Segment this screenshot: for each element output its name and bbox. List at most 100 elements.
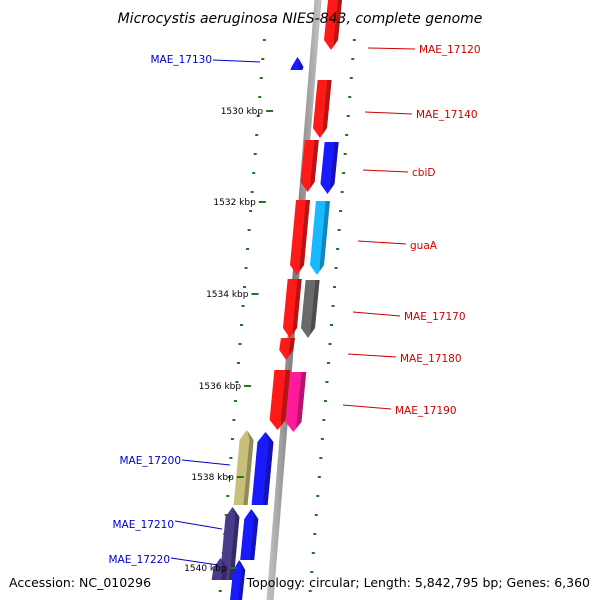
gene-feature[interactable] <box>310 201 330 275</box>
kbp-tick-label: 1536 kbp <box>199 382 242 392</box>
gene-label-leader <box>174 520 223 530</box>
gene-shading <box>330 142 339 190</box>
tick-dot <box>331 305 335 307</box>
tick-dot <box>349 77 353 79</box>
tick-dot <box>241 305 245 307</box>
tick-dot <box>308 590 312 592</box>
gene-shading <box>262 433 274 505</box>
tick-dot <box>342 172 346 174</box>
gene-feature[interactable] <box>279 338 295 360</box>
gene-feature[interactable] <box>240 509 259 560</box>
gene-label[interactable]: MAE_17170 <box>404 311 466 323</box>
kbp-tick-label: 1538 kbp <box>191 473 234 483</box>
tick-dot <box>253 153 257 155</box>
gene-shading <box>310 140 319 188</box>
tick-dot <box>325 381 329 383</box>
tick-dot <box>345 134 349 136</box>
gene-label-leader <box>347 353 397 358</box>
gene-label[interactable]: MAE_17140 <box>416 109 478 121</box>
tick-dot <box>316 495 320 497</box>
tick-dot <box>328 343 332 345</box>
gene-label-leader <box>352 311 401 317</box>
kbp-tick-mark <box>236 476 244 478</box>
tick-dot <box>246 248 250 250</box>
gene-label-leader <box>181 459 231 466</box>
tick-dot <box>249 210 253 212</box>
gene-shading <box>243 431 254 505</box>
gene-label[interactable]: cbiD <box>412 167 435 179</box>
tick-dot <box>259 77 263 79</box>
tick-dot <box>235 381 239 383</box>
gene-label-leader <box>357 240 407 245</box>
tick-dot <box>320 438 324 440</box>
tick-dot <box>319 457 323 459</box>
tick-dot <box>229 457 233 459</box>
gene-feature[interactable] <box>211 558 228 580</box>
tick-dot <box>326 362 330 364</box>
tick-dot <box>232 419 236 421</box>
gene-shading <box>280 370 291 426</box>
gene-feature[interactable] <box>269 370 291 430</box>
tick-dot <box>330 324 333 326</box>
gene-label[interactable]: MAE_17220 <box>108 554 170 566</box>
gene-label-leader <box>362 169 409 173</box>
tick-dot <box>224 514 228 516</box>
gene-label-leader <box>212 59 261 63</box>
gene-feature[interactable] <box>282 279 302 338</box>
gene-shading <box>299 200 310 271</box>
tick-dot <box>336 248 340 250</box>
kbp-tick-label: 1530 kbp <box>221 107 264 117</box>
gene-feature[interactable] <box>285 372 307 432</box>
gene-shading <box>229 508 240 580</box>
gene-label-leader <box>342 404 392 410</box>
tick-dot <box>323 400 327 402</box>
gene-shading <box>238 561 246 600</box>
tick-dot <box>250 191 254 193</box>
tick-dot <box>333 286 337 288</box>
tick-dot <box>256 115 260 117</box>
gene-feature[interactable] <box>324 0 342 50</box>
gene-feature[interactable] <box>251 432 274 505</box>
gene-label[interactable]: MAE_17180 <box>400 353 462 365</box>
gene-feature[interactable] <box>290 57 304 70</box>
gene-label[interactable]: MAE_17190 <box>395 405 457 417</box>
kbp-tick-mark <box>229 567 237 569</box>
tick-dot <box>317 476 321 478</box>
kbp-tick-label: 1532 kbp <box>213 198 256 208</box>
gene-feature[interactable] <box>290 200 310 275</box>
tick-dot <box>346 115 350 117</box>
gene-label[interactable]: MAE_17120 <box>419 44 481 56</box>
gene-label[interactable]: MAE_17130 <box>150 54 212 66</box>
kbp-tick-mark <box>251 293 259 295</box>
gene-feature[interactable] <box>300 140 319 192</box>
tick-dot <box>238 343 242 345</box>
gene-shading <box>221 559 228 580</box>
gene-shading <box>322 80 332 134</box>
gene-label[interactable]: MAE_17200 <box>119 455 181 467</box>
gene-feature[interactable] <box>320 142 339 194</box>
gene-shading <box>298 58 304 70</box>
gene-label-leader <box>170 557 219 566</box>
tick-dot <box>348 96 352 98</box>
tick-dot <box>351 58 355 60</box>
gene-label[interactable]: MAE_17210 <box>112 519 174 531</box>
tick-dot <box>255 134 259 136</box>
kbp-scale: 1530 kbp 1532 kbp 1534 kbp 1536 kbp 1538 kbp… <box>184 107 274 574</box>
gene-feature[interactable] <box>219 507 240 580</box>
tick-dot <box>313 533 317 535</box>
tick-dot <box>262 39 266 41</box>
tick-dot <box>236 362 240 364</box>
tick-dot <box>247 229 251 231</box>
gene-feature[interactable] <box>312 80 332 138</box>
gene-feature[interactable] <box>230 560 246 600</box>
kbp-tick-mark <box>244 385 252 387</box>
tick-dot <box>339 210 343 212</box>
kbp-tick-mark <box>266 110 274 112</box>
gene-feature[interactable] <box>300 280 320 338</box>
tick-dot <box>334 267 338 269</box>
gene-label[interactable]: guaA <box>410 240 438 252</box>
tick-dot <box>352 39 356 41</box>
tick-dot <box>252 172 256 174</box>
gene-feature[interactable] <box>233 430 254 505</box>
gene-labels: MAE_17120 MAE_17130 MAE_17140 cbiD guaA MAE_1… <box>108 44 480 566</box>
